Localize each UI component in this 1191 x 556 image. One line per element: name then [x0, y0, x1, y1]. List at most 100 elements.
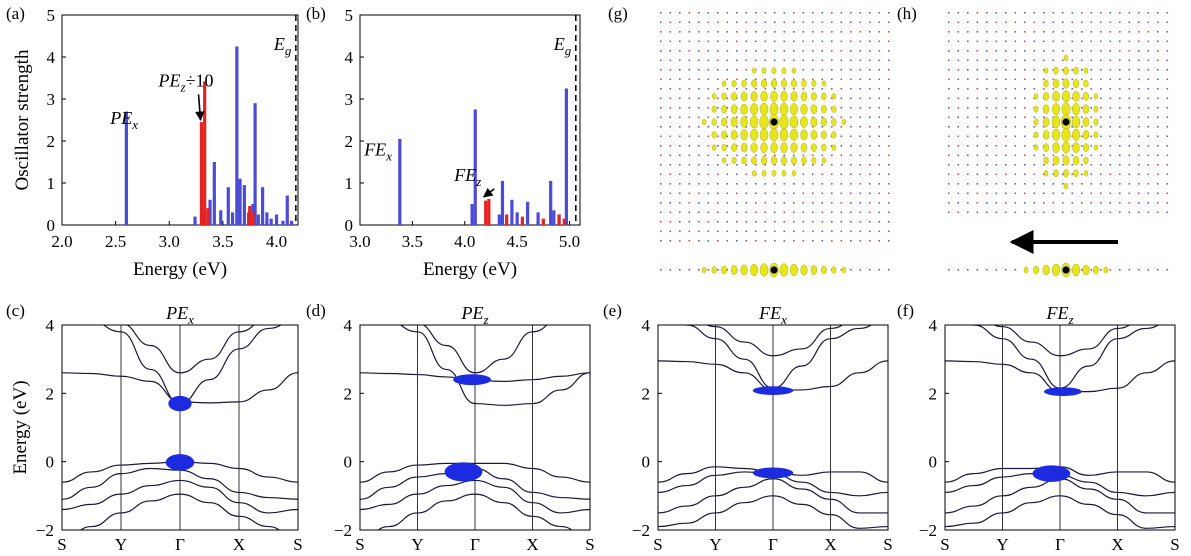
- lattice-atom: [1071, 12, 1074, 14]
- lattice-atom: [660, 40, 662, 43]
- lattice-atom: [1090, 135, 1093, 138]
- lattice-atom: [957, 31, 960, 33]
- lattice-atom: [821, 78, 824, 81]
- lattice-atom: [1081, 69, 1083, 71]
- lattice-atom: [783, 59, 786, 62]
- lattice-atom: [1024, 116, 1026, 119]
- lattice-atom: [821, 12, 824, 14]
- lattice-atom-side: [976, 269, 979, 271]
- lattice-atom-side: [1128, 269, 1131, 271]
- lattice-atom: [1052, 31, 1055, 33]
- lattice-atom: [679, 40, 681, 43]
- lattice-atom: [1024, 183, 1026, 185]
- lattice-atom: [1100, 88, 1102, 90]
- density-lobe: [740, 129, 748, 141]
- lattice-atom: [698, 116, 700, 119]
- lattice-atom: [831, 154, 833, 157]
- lattice-atom: [793, 230, 795, 233]
- lattice-atom: [948, 40, 950, 43]
- lattice-atom: [1157, 12, 1159, 14]
- lattice-atom: [850, 116, 852, 119]
- lattice-atom: [967, 126, 969, 128]
- lattice-atom: [878, 78, 881, 81]
- panel-f: (f) −2 0 2 4 S Y Γ X S FEz: [897, 301, 1180, 554]
- lattice-atom: [745, 183, 748, 185]
- density-lobe: [789, 128, 798, 141]
- lattice-atom: [764, 88, 767, 90]
- lattice-atom: [1090, 202, 1093, 204]
- lattice-atom: [1090, 183, 1093, 185]
- hole-position-side: [1062, 266, 1070, 274]
- lattice-atom: [812, 230, 814, 233]
- lattice-atom: [1100, 154, 1102, 157]
- lattice-atom-side: [1157, 269, 1159, 271]
- lattice-atom: [957, 145, 960, 147]
- lattice-atom: [1005, 88, 1007, 90]
- lattice-atom: [1119, 154, 1121, 157]
- density-lobe: [771, 170, 777, 177]
- lattice-atom: [1100, 107, 1102, 109]
- lattice-atom: [869, 211, 871, 214]
- lattice-atom: [831, 31, 833, 33]
- lattice-atom: [976, 183, 979, 185]
- lattice-atom: [1100, 135, 1102, 138]
- band-weight: [1032, 465, 1071, 482]
- lattice-atom: [878, 230, 881, 233]
- lattice-atom: [679, 50, 681, 52]
- x-tick-label: 4.5: [507, 232, 528, 251]
- lattice-atom: [1014, 12, 1017, 14]
- lattice-atom: [717, 221, 719, 223]
- lattice-atom: [976, 59, 979, 62]
- lattice-atom: [698, 230, 700, 233]
- lattice-atom: [869, 78, 871, 81]
- lattice-atom: [888, 173, 890, 176]
- lattice-atom: [679, 164, 681, 166]
- lattice-atom: [698, 154, 700, 157]
- lattice-atom: [859, 59, 862, 62]
- lattice-atom: [859, 12, 862, 14]
- lattice-atom: [1166, 40, 1169, 43]
- density-lobe: [711, 144, 717, 151]
- lattice-atom: [726, 221, 729, 223]
- bar: [541, 218, 545, 225]
- bar: [281, 220, 285, 225]
- lattice-atom: [698, 107, 700, 109]
- lattice-atom: [995, 202, 998, 204]
- lattice-atom: [1138, 126, 1140, 128]
- lattice-atom: [707, 202, 710, 204]
- annotation-label: FEz: [453, 165, 481, 189]
- density-lobe: [1033, 118, 1039, 126]
- density-lobe: [721, 117, 728, 127]
- lattice-atom: [745, 40, 748, 43]
- density-lobe-side: [1093, 265, 1099, 275]
- lattice-atom: [1119, 173, 1121, 176]
- lattice-atom: [660, 78, 662, 81]
- annotation-arrow: [482, 187, 495, 198]
- lattice-atom: [1014, 50, 1017, 52]
- density-lobe: [800, 142, 808, 153]
- lattice-atom: [745, 59, 748, 62]
- y-tick-label: 5: [47, 6, 56, 25]
- density-lobe: [801, 79, 807, 88]
- lattice-atom: [995, 183, 998, 185]
- lattice-atom: [726, 88, 729, 90]
- density-lobe: [1062, 141, 1070, 154]
- panel-c: (c) −2 0 2 4 S Y Γ X S PEx Energy (eV): [6, 301, 303, 554]
- density-lobe: [1073, 66, 1079, 75]
- lattice-atom: [821, 221, 824, 223]
- lattice-atom: [859, 50, 862, 52]
- density-lobe: [801, 156, 807, 165]
- lattice-atom: [986, 164, 988, 166]
- lattice-atom: [736, 21, 738, 24]
- lattice-atom: [1166, 21, 1169, 24]
- density-lobe: [1063, 66, 1069, 75]
- lattice-atom: [793, 78, 795, 81]
- lattice-atom: [1071, 202, 1074, 204]
- density-lobe: [779, 114, 789, 130]
- lattice-atom: [821, 31, 824, 33]
- lattice-atom: [1043, 59, 1045, 62]
- lattice-atom: [1014, 116, 1017, 119]
- lattice-atom: [1024, 107, 1026, 109]
- lattice-atom: [878, 164, 881, 166]
- lattice-atom: [948, 135, 950, 138]
